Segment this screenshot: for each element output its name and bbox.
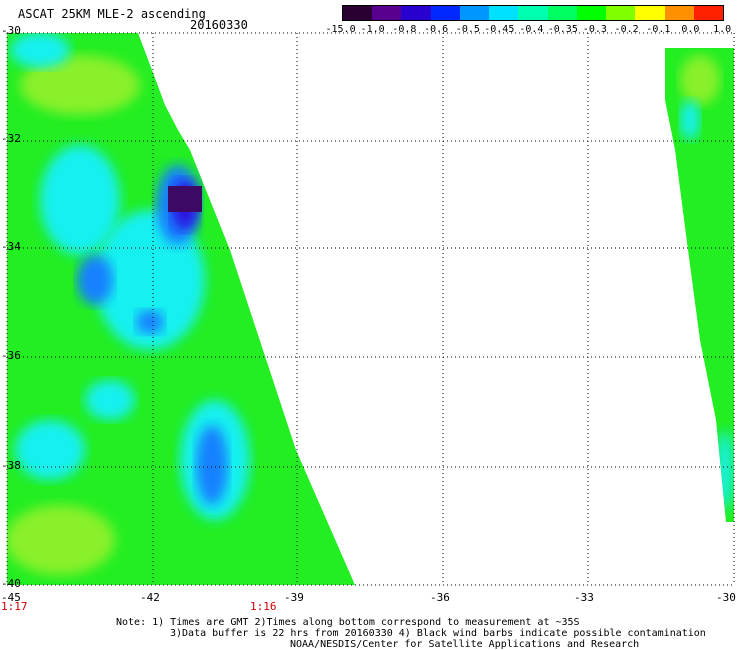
lat-label-34: -34 — [1, 240, 21, 253]
colorbar-swatch — [547, 6, 578, 20]
cyan-area — [15, 420, 85, 480]
lat-label-36: -36 — [1, 349, 21, 362]
colorbar-swatch — [459, 6, 490, 20]
colorbar-label: -0.45 — [484, 24, 515, 35]
colorbar-swatch — [489, 6, 519, 20]
note-line-2: 3)Data buffer is 22 hrs from 20160330 4)… — [170, 628, 706, 639]
blue-area — [196, 425, 228, 505]
cyan-area — [95, 210, 205, 350]
lat-label-38: -38 — [1, 459, 21, 472]
colorbar-label: 1.0 — [713, 24, 732, 35]
colorbar-label: -0.5 — [455, 24, 480, 35]
colorbar-label: -0.2 — [614, 24, 639, 35]
blue-area — [136, 310, 164, 334]
lat-label-32: -32 — [1, 132, 21, 145]
lon-label-33: -33 — [574, 591, 594, 604]
colorbar — [342, 5, 724, 21]
colorbar-label: -0.3 — [582, 24, 607, 35]
colorbar-swatch — [606, 6, 636, 20]
time-label-center: 1:16 — [250, 600, 277, 613]
cyan-area — [85, 380, 135, 420]
colorbar-swatch — [693, 6, 724, 20]
cyan-area — [10, 33, 70, 68]
lon-label-39: -39 — [284, 591, 304, 604]
cyan-area — [717, 430, 733, 510]
note-line-3: NOAA/NESDIS/Center for Satellite Applica… — [290, 639, 640, 650]
colorbar-swatch — [430, 6, 461, 20]
lon-label-36: -36 — [430, 591, 450, 604]
light-green-area — [20, 55, 140, 115]
colorbar-swatch — [518, 6, 549, 20]
colorbar-label: -1.0 — [360, 24, 385, 35]
colorbar-label: -0.1 — [646, 24, 671, 35]
colorbar-label: -15.0 — [325, 24, 356, 35]
cyan-area — [680, 100, 700, 140]
purple-area — [168, 186, 202, 212]
colorbar-label: -0.35 — [547, 24, 578, 35]
lat-label-40: -40 — [1, 577, 21, 590]
right-swath — [665, 48, 734, 522]
lon-label-42: -42 — [140, 591, 160, 604]
light-green-area — [680, 55, 720, 105]
left-swath — [7, 33, 355, 585]
colorbar-label: -0.4 — [519, 24, 544, 35]
time-label-left: 1:17 — [1, 600, 28, 613]
lat-label-30: -30 — [1, 24, 21, 37]
cyan-area — [40, 145, 120, 255]
product-title: ASCAT 25KM MLE-2 ascending — [18, 7, 206, 21]
lon-label-30: -30 — [716, 591, 736, 604]
colorbar-label: -0.6 — [424, 24, 449, 35]
blue-area — [77, 255, 113, 305]
colorbar-swatch — [372, 6, 402, 20]
lon-label-45: -45 — [1, 591, 21, 604]
colorbar-swatch — [664, 6, 695, 20]
colorbar-label: -0.8 — [392, 24, 417, 35]
light-green-area — [7, 505, 115, 575]
colorbar-swatch — [401, 6, 432, 20]
note-line-1: Note: 1) Times are GMT 2)Times along bot… — [116, 617, 580, 628]
colorbar-swatch — [635, 6, 666, 20]
colorbar-swatch — [576, 6, 607, 20]
date-label: 20160330 — [190, 18, 248, 32]
colorbar-label: 0.0 — [681, 24, 700, 35]
colorbar-swatch — [343, 6, 373, 20]
